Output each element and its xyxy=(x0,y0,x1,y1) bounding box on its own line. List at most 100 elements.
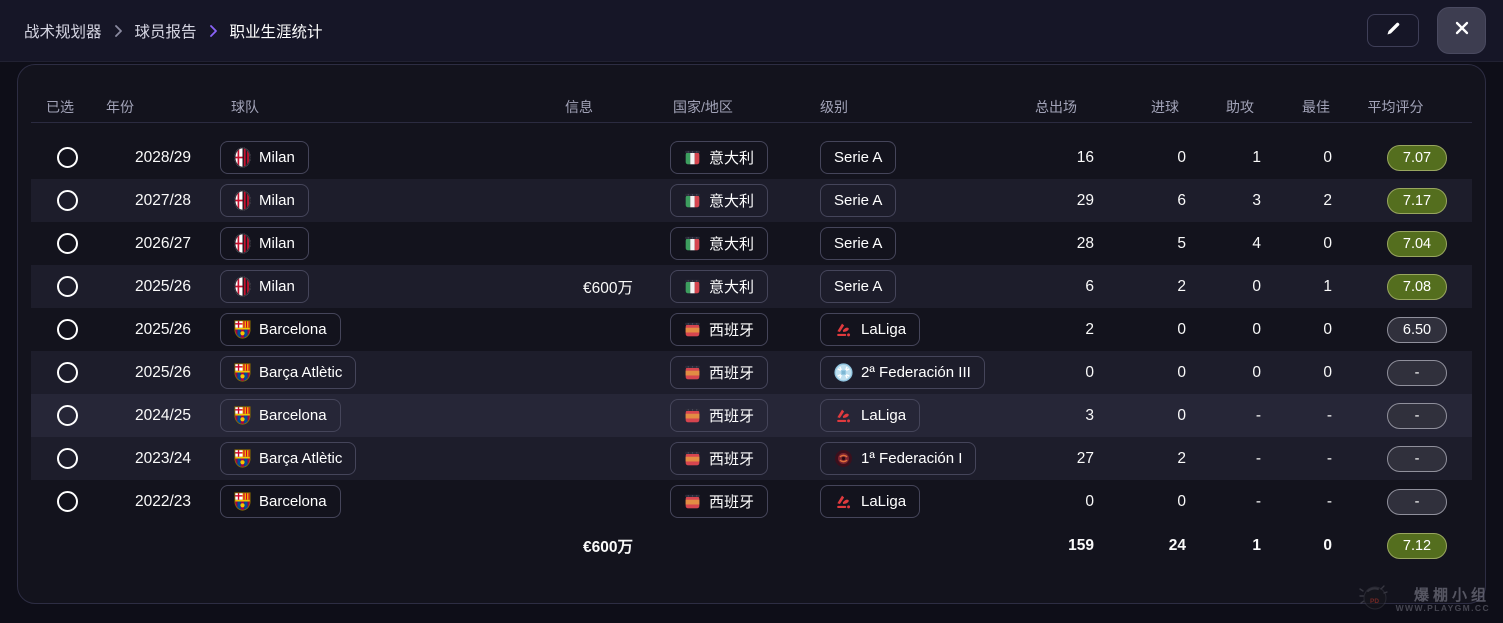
edit-button[interactable] xyxy=(1367,14,1419,47)
apps-cell: 6 xyxy=(1031,265,1094,308)
goals-value: 0 xyxy=(1177,320,1186,338)
row-select-radio[interactable] xyxy=(57,491,78,512)
barcelona-crest-icon xyxy=(234,449,251,468)
country-chip-label: 意大利 xyxy=(709,150,755,167)
team-chip[interactable]: Milan xyxy=(220,227,309,260)
assists-value: - xyxy=(1255,406,1261,424)
potm-value: - xyxy=(1326,406,1332,424)
laliga-icon xyxy=(834,320,853,339)
row-select-radio[interactable] xyxy=(57,276,78,297)
col-header-potm: 最佳 xyxy=(1302,98,1330,115)
info-cell xyxy=(541,351,633,394)
selected-cell xyxy=(46,437,106,480)
potm-value: 0 xyxy=(1323,320,1332,338)
team-chip[interactable]: Barcelona xyxy=(220,399,341,432)
level-cell: LaLiga xyxy=(806,308,1031,351)
country-chip: 西班牙 xyxy=(670,485,769,518)
assists-cell: 0 xyxy=(1186,351,1261,394)
average-rating-badge: - xyxy=(1387,402,1447,429)
year-cell: 2028/29 xyxy=(106,136,191,179)
goals-value: 2 xyxy=(1177,277,1186,295)
table-row[interactable]: 2022/23 Barcelona xyxy=(31,480,1472,523)
level-cell: Serie A xyxy=(806,136,1031,179)
team-chip[interactable]: Milan xyxy=(220,184,309,217)
potm-value: 1 xyxy=(1323,277,1332,295)
row-select-radio[interactable] xyxy=(57,190,78,211)
potm-value: 0 xyxy=(1323,234,1332,252)
apps-cell: 27 xyxy=(1031,437,1094,480)
team-chip[interactable]: Barcelona xyxy=(220,485,341,518)
apps-cell: 2 xyxy=(1031,308,1094,351)
average-rating-badge: - xyxy=(1387,488,1447,515)
team-chip[interactable]: Milan xyxy=(220,141,309,174)
level-chip: 1ª Federación I xyxy=(820,442,977,475)
totals-info: €600万 xyxy=(583,539,633,556)
year-cell: 2024/25 xyxy=(106,394,191,437)
close-button[interactable] xyxy=(1437,7,1486,54)
table-row[interactable]: 2023/24 Barça Atlètic xyxy=(31,437,1472,480)
team-chip-label: Milan xyxy=(259,235,295,252)
level-cell: LaLiga xyxy=(806,480,1031,523)
year-cell: 2023/24 xyxy=(106,437,191,480)
team-chip-label: Barcelona xyxy=(259,493,327,510)
team-chip[interactable]: Barça Atlètic xyxy=(220,356,357,389)
team-chip[interactable]: Barcelona xyxy=(220,313,341,346)
table-row[interactable]: 2024/25 Barcelona xyxy=(31,394,1472,437)
level-cell: 2ª Federación III xyxy=(806,351,1031,394)
team-chip-label: Milan xyxy=(259,149,295,166)
milan-crest-icon xyxy=(234,147,251,168)
level-cell: Serie A xyxy=(806,179,1031,222)
chevron-right-icon xyxy=(209,24,217,37)
laliga-icon xyxy=(834,492,853,511)
team-chip-label: Milan xyxy=(259,192,295,209)
totals-goals: 24 xyxy=(1168,537,1186,554)
breadcrumb-player-report[interactable]: 球员报告 xyxy=(134,23,197,41)
year-value: 2025/26 xyxy=(134,363,191,381)
country-chip-label: 意大利 xyxy=(709,193,755,210)
row-select-radio[interactable] xyxy=(57,233,78,254)
country-chip: 西班牙 xyxy=(670,356,769,389)
selected-cell xyxy=(46,265,106,308)
barcelona-crest-icon xyxy=(234,492,251,511)
table-row[interactable]: 2025/26 Barça Atlètic xyxy=(31,351,1472,394)
team-cell: Barça Atlètic xyxy=(191,351,541,394)
pencil-icon xyxy=(1385,20,1402,42)
rating-cell: - xyxy=(1332,351,1459,394)
team-chip[interactable]: Milan xyxy=(220,270,309,303)
info-cell xyxy=(541,179,633,222)
col-header-level: 级别 xyxy=(820,98,848,115)
row-select-radio[interactable] xyxy=(57,405,78,426)
selected-cell xyxy=(46,136,106,179)
level-cell: 1ª Federación I xyxy=(806,437,1031,480)
assists-cell: 1 xyxy=(1186,136,1261,179)
team-cell: Milan xyxy=(191,222,541,265)
info-cell: €600万 xyxy=(541,265,633,308)
team-chip[interactable]: Barça Atlètic xyxy=(220,442,357,475)
playgm-logo-icon: PD xyxy=(1358,583,1389,618)
average-rating-badge: 6.50 xyxy=(1387,316,1447,343)
table-row[interactable]: 2027/28 Milan 意大利 Serie A 29 6 3 2 7. xyxy=(31,179,1472,222)
barcelona-crest-icon xyxy=(234,363,251,382)
level-chip-label: 1ª Federación I xyxy=(861,450,963,467)
row-select-radio[interactable] xyxy=(57,362,78,383)
table-row[interactable]: 2025/26 Barcelona xyxy=(31,308,1472,351)
average-rating-badge: 7.07 xyxy=(1387,144,1447,171)
table-row[interactable]: 2026/27 Milan 意大利 Serie A 28 5 4 0 7. xyxy=(31,222,1472,265)
spain-flag-icon xyxy=(684,450,701,467)
italy-flag-icon xyxy=(684,192,701,209)
apps-value: 0 xyxy=(1085,363,1094,381)
federacion-red-icon xyxy=(834,449,853,468)
country-cell: 西班牙 xyxy=(633,351,806,394)
row-select-radio[interactable] xyxy=(57,448,78,469)
totals-apps: 159 xyxy=(1068,537,1094,554)
table-row[interactable]: 2025/26 Milan €600万 意大利 Serie A 6 2 xyxy=(31,265,1472,308)
selected-cell xyxy=(46,394,106,437)
row-select-radio[interactable] xyxy=(57,147,78,168)
row-select-radio[interactable] xyxy=(57,319,78,340)
country-chip-label: 意大利 xyxy=(709,279,755,296)
breadcrumb-tactics-planner[interactable]: 战术规划器 xyxy=(24,23,102,41)
year-cell: 2027/28 xyxy=(106,179,191,222)
table-row[interactable]: 2028/29 Milan 意大利 Serie A 16 0 1 0 7. xyxy=(31,136,1472,179)
assists-value: - xyxy=(1255,449,1261,467)
breadcrumb-career-stats: 职业生涯统计 xyxy=(229,23,323,41)
